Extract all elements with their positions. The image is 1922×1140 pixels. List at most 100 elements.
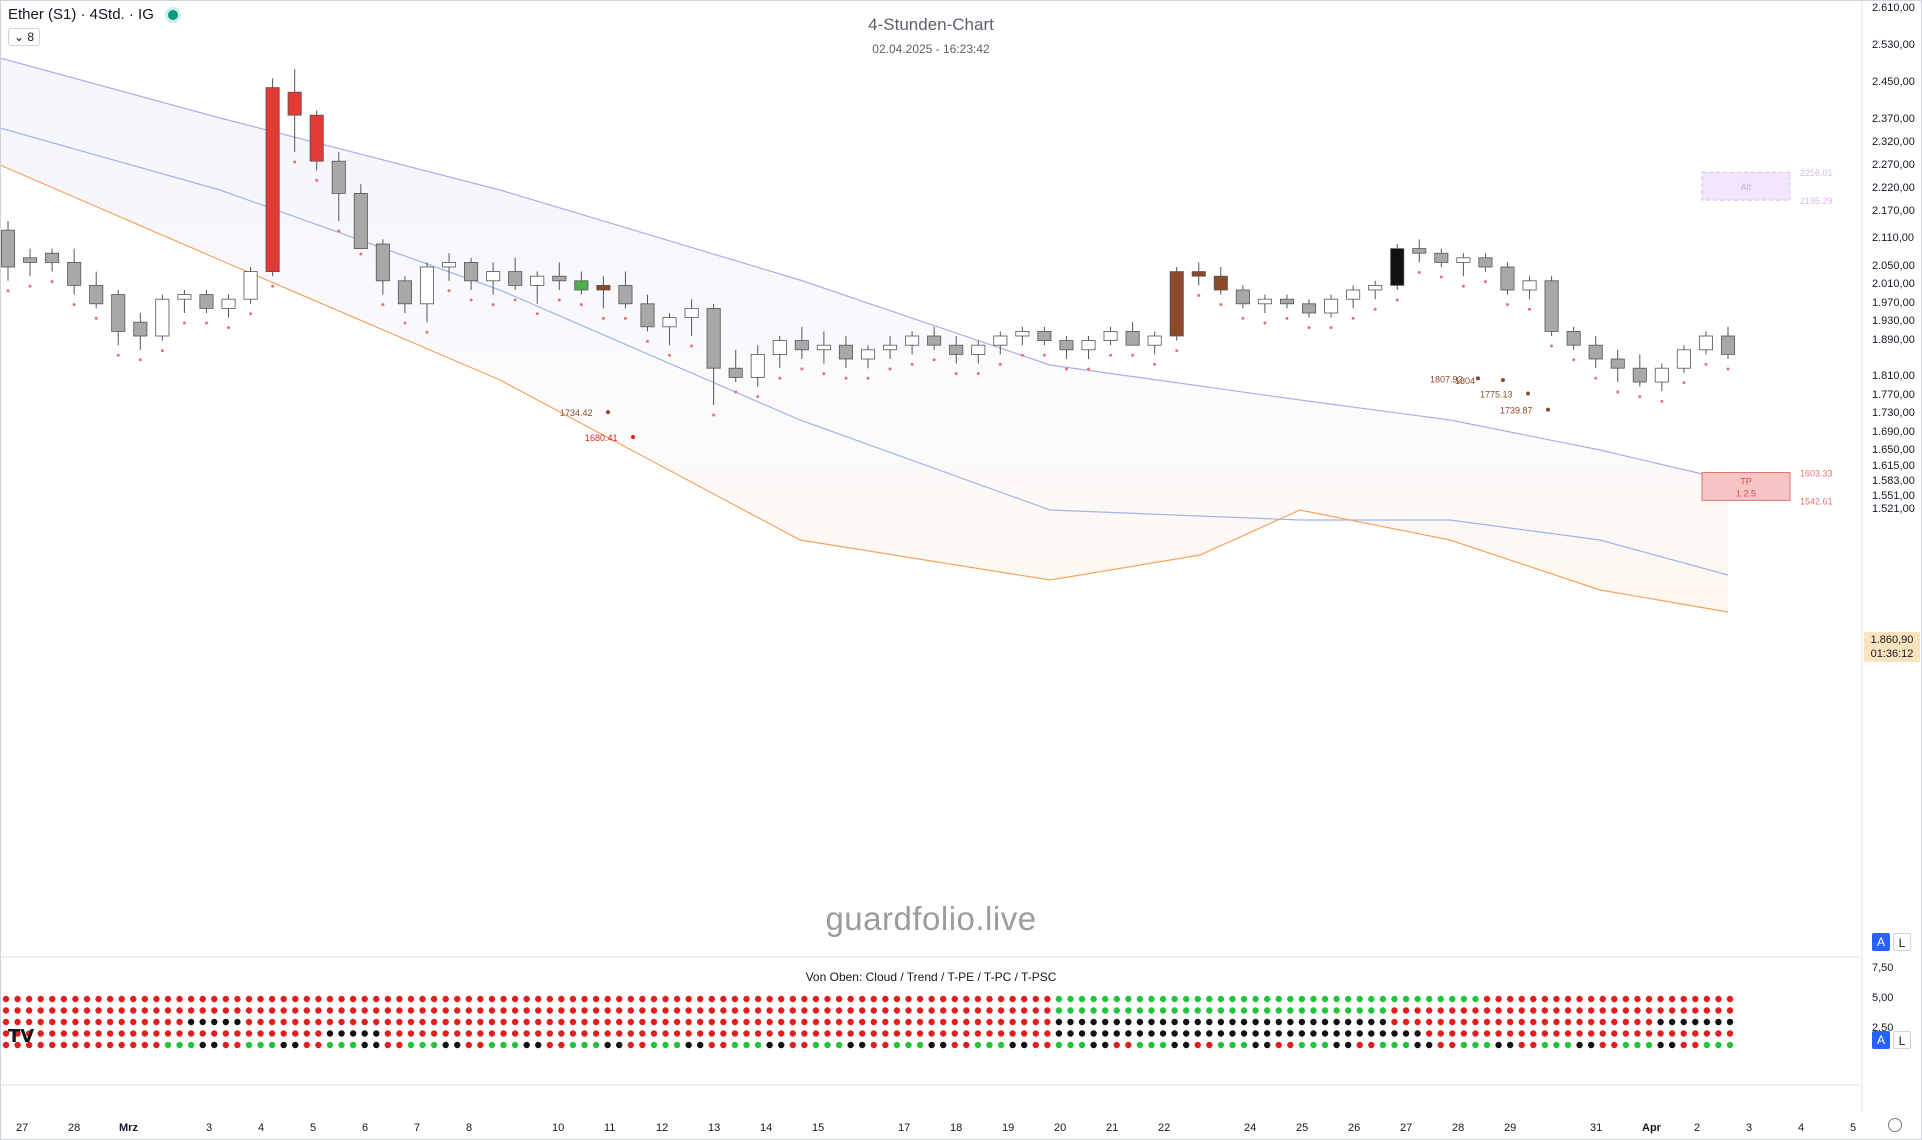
auto-scale-button[interactable]: A (1872, 933, 1890, 951)
signal-dot (1587, 1030, 1595, 1037)
signal-dot (199, 1041, 206, 1049)
signal-dot (963, 1030, 970, 1037)
signal-dot (546, 1030, 554, 1037)
signal-dot (72, 1018, 79, 1026)
candle (662, 313, 677, 346)
pane-auto-scale-button[interactable]: A (1872, 1031, 1890, 1049)
candle-body (684, 307, 699, 318)
signal-dot (1402, 995, 1410, 1003)
signal-dot (1113, 1030, 1120, 1037)
signal-dot (1240, 1041, 1248, 1049)
signal-dot (280, 995, 287, 1003)
signal-dot (1194, 1041, 1201, 1049)
signal-dot (1021, 995, 1028, 1003)
signal-dot (1368, 1041, 1375, 1049)
candle (1654, 363, 1669, 392)
signal-dot (1587, 1007, 1595, 1014)
signal-dot (199, 1030, 206, 1037)
time-axis-label: 4 (258, 1122, 265, 1134)
signal-dot (1576, 1018, 1583, 1026)
trail-dot (778, 376, 782, 380)
indicator-axis-label: 7,50 (1872, 962, 1894, 974)
signal-dot (1715, 995, 1722, 1003)
candle-body (1302, 303, 1317, 314)
signal-dot (835, 1007, 843, 1014)
signal-dot (1553, 1018, 1560, 1026)
signal-dot (604, 1018, 611, 1026)
trail-dot (1395, 298, 1399, 302)
signal-dot (1263, 1030, 1271, 1037)
signal-dot (893, 1007, 901, 1014)
signal-dot (49, 1030, 56, 1037)
signal-dot (430, 1018, 438, 1026)
signal-dot (454, 1041, 461, 1049)
signal-dot (488, 1041, 496, 1049)
signal-dot (1229, 995, 1236, 1003)
signal-dot (1495, 1030, 1502, 1037)
signal-dot (407, 1041, 415, 1049)
candle (331, 152, 346, 221)
trail-dot (182, 321, 186, 325)
log-scale-button[interactable]: L (1893, 933, 1911, 951)
signal-dot (650, 995, 658, 1003)
signal-dot (14, 1007, 21, 1014)
signal-dot (1333, 1018, 1340, 1026)
signal-dot (801, 1018, 808, 1026)
signal-dot (1564, 1041, 1572, 1049)
pane-log-scale-button[interactable]: L (1893, 1031, 1911, 1049)
signal-dot (1090, 995, 1097, 1003)
candle-body (816, 344, 831, 351)
signal-dot (581, 1030, 588, 1037)
signal-dot (338, 1041, 345, 1049)
bar-countdown: 01:36:12 (1870, 648, 1914, 660)
signal-dot (847, 995, 854, 1003)
signal-dot (1055, 1018, 1063, 1026)
trail-dot (557, 298, 561, 302)
candle-body (243, 271, 258, 300)
signal-dot (870, 1030, 877, 1037)
signal-dot (673, 1041, 681, 1049)
signal-dot (801, 1030, 808, 1037)
candle (442, 253, 457, 281)
signal-dot (164, 995, 172, 1003)
symbol-legend[interactable]: Ether (S1) · 4Std. · IG (8, 6, 178, 23)
signal-dot (14, 1018, 21, 1026)
signal-dot (916, 1007, 924, 1014)
signal-dot (1229, 1030, 1236, 1037)
tradingview-logo[interactable]: TV (8, 1026, 35, 1047)
settings-gear-icon[interactable] (1888, 1118, 1902, 1132)
candle-body (618, 284, 633, 305)
candle (1478, 253, 1493, 272)
signal-dot (1263, 1041, 1271, 1049)
signal-dot (280, 1030, 287, 1037)
signal-dot (1067, 1007, 1074, 1014)
indicators-toggle-button[interactable]: ⌄ 8 (8, 28, 41, 46)
signal-dot (535, 1041, 542, 1049)
time-axis-label: 7 (414, 1122, 421, 1134)
symbol-label[interactable]: Ether (S1) · 4Std. · IG (8, 6, 154, 23)
signal-dot (697, 1041, 704, 1049)
signal-dot (1125, 1041, 1132, 1049)
signal-dot (639, 1007, 646, 1014)
candle-body (45, 252, 60, 263)
signal-dot (673, 1030, 681, 1037)
trail-dot (866, 376, 870, 380)
signal-dot (1668, 1041, 1676, 1049)
signal-dot (1229, 1007, 1236, 1014)
signal-dot (870, 1041, 877, 1049)
signal-dot (789, 1018, 796, 1026)
candle-body (1368, 284, 1383, 291)
signal-dot (95, 1041, 102, 1049)
signal-dot (824, 995, 831, 1003)
signal-dot (916, 1018, 924, 1026)
signal-dot (616, 1041, 623, 1049)
signal-dot (361, 1018, 368, 1026)
candle-body (1434, 252, 1449, 263)
trail-dot (1638, 395, 1642, 399)
signal-dot (859, 1041, 866, 1049)
signal-dot (2, 1030, 10, 1037)
signal-dot (928, 1030, 935, 1037)
signal-dot (442, 995, 449, 1003)
signal-dot (118, 1007, 125, 1014)
